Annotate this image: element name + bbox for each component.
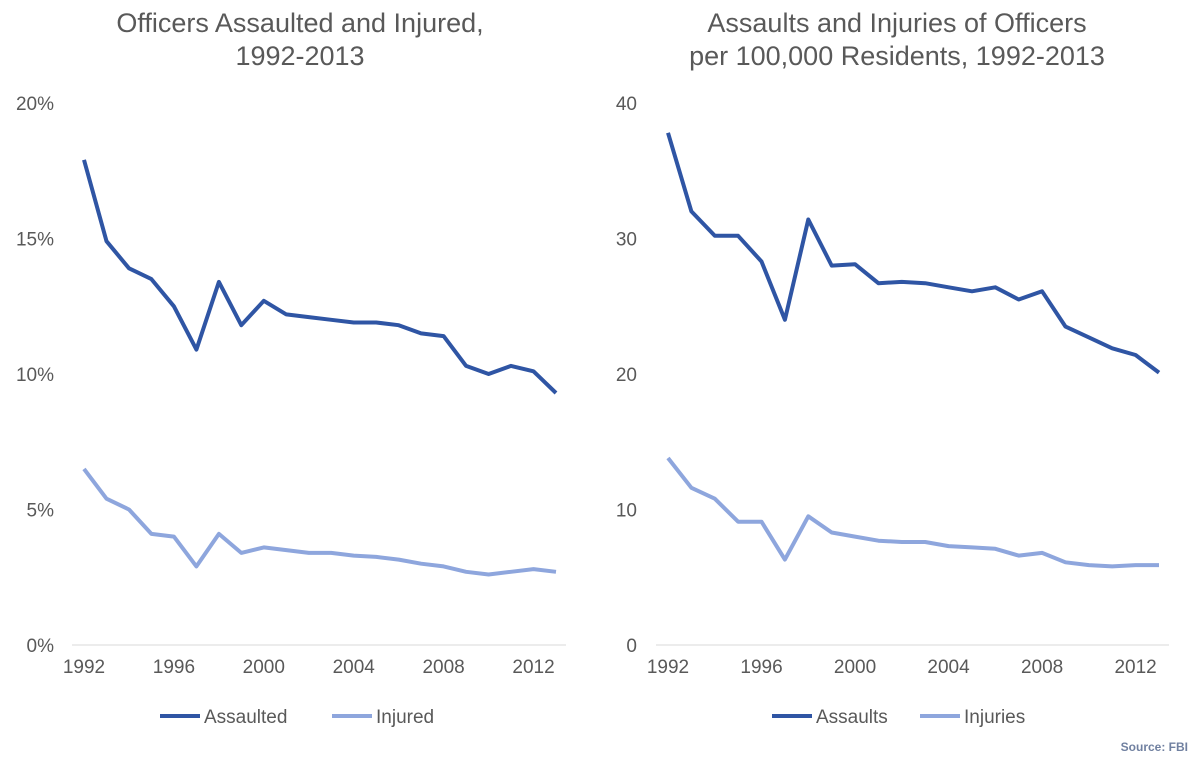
legend-label: Injured [376, 707, 434, 728]
y-tick-label: 40 [616, 94, 637, 115]
x-tick-label: 2004 [927, 657, 970, 678]
y-tick-label: 0% [27, 636, 55, 657]
legend-label: Injuries [964, 707, 1025, 728]
series-line-injuries [666, 456, 1159, 569]
y-tick-label: 10% [16, 365, 54, 386]
series-line-assaults [666, 132, 1161, 375]
x-tick-label: 2012 [1114, 657, 1156, 678]
x-tick-label: 1992 [647, 657, 689, 678]
x-tick-label: 1992 [63, 657, 105, 678]
x-tick-label: 2008 [422, 657, 464, 678]
chart-title: Officers Assaulted and Injured, [116, 8, 483, 38]
series-line-injured [82, 467, 557, 577]
y-tick-label: 30 [616, 230, 637, 251]
x-tick-label: 2004 [333, 657, 376, 678]
chart-title: Assaults and Injuries of Officers [707, 8, 1086, 38]
y-tick-label: 20% [16, 94, 54, 115]
x-tick-label: 1996 [153, 657, 195, 678]
chart-title: per 100,000 Residents, 1992-2013 [689, 41, 1105, 71]
chart-title: 1992-2013 [235, 41, 364, 71]
series-line-assaulted [82, 159, 558, 395]
legend-label: Assaults [816, 707, 888, 728]
legend-label: Assaulted [204, 707, 287, 728]
y-tick-label: 5% [27, 501, 55, 522]
y-tick-label: 10 [616, 501, 637, 522]
y-tick-label: 0 [626, 636, 637, 657]
x-tick-label: 2000 [243, 657, 285, 678]
y-tick-label: 20 [616, 365, 637, 386]
source-note: Source: FBI [1120, 740, 1188, 754]
x-tick-label: 1996 [740, 657, 782, 678]
x-tick-label: 2008 [1021, 657, 1063, 678]
x-tick-label: 2012 [512, 657, 554, 678]
x-tick-label: 2000 [834, 657, 876, 678]
y-tick-label: 15% [16, 230, 54, 251]
